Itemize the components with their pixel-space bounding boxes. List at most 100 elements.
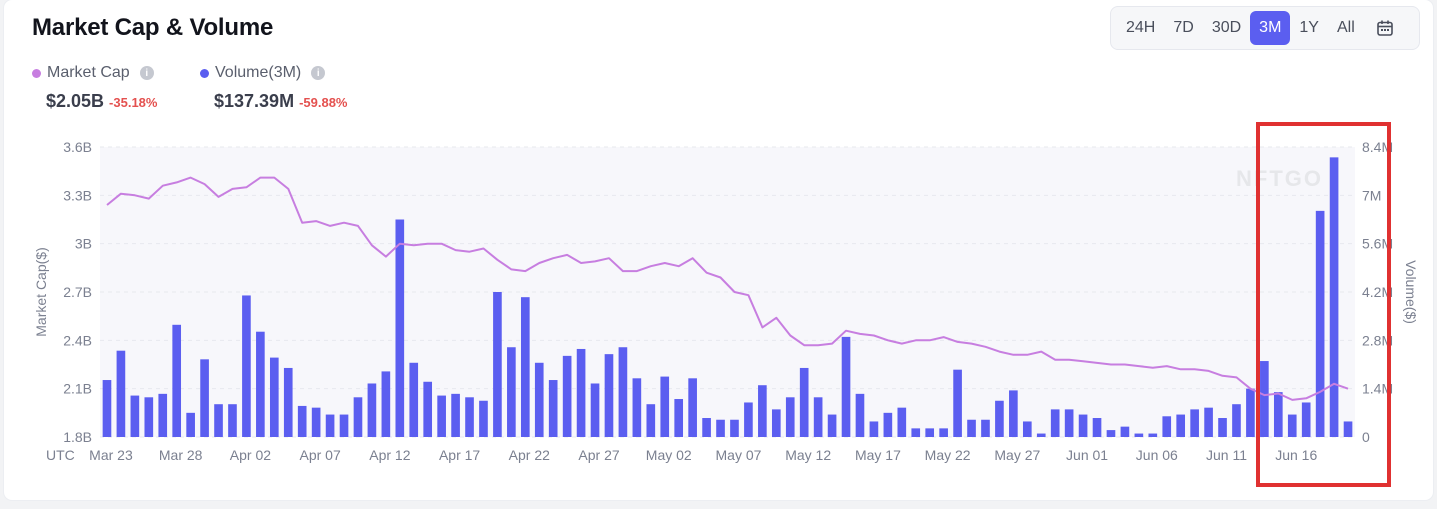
volume-bar	[423, 381, 433, 437]
volume-bar	[744, 402, 753, 437]
volume-bar	[200, 359, 209, 437]
volume-bar	[1315, 210, 1325, 437]
volume-bar	[618, 347, 628, 437]
y-right-tick-label: 2.8M	[1362, 332, 1393, 348]
volume-bar	[339, 414, 349, 437]
x-tick-label: Apr 07	[300, 447, 341, 463]
volume-bar	[1343, 421, 1353, 437]
volume-bar	[507, 347, 516, 437]
volume-dot-icon	[200, 68, 209, 78]
x-tick-label: Jun 16	[1275, 447, 1317, 463]
y-right-tick-label: 0	[1362, 429, 1370, 445]
range-button-24h[interactable]: 24H	[1126, 19, 1156, 36]
volume-bar	[409, 362, 419, 437]
volume-bar	[1273, 392, 1283, 437]
page-title: Market Cap & Volume	[32, 14, 274, 41]
x-tick-label: May 17	[855, 447, 901, 463]
x-tick-label: Jun 01	[1066, 447, 1108, 463]
x-tick-label: Apr 22	[509, 447, 550, 463]
volume-bar	[297, 405, 307, 437]
y-left-tick-label: 3B	[75, 236, 92, 252]
info-icon[interactable]: i	[311, 66, 326, 80]
volume-bar	[479, 400, 488, 437]
volume-bar	[1190, 409, 1199, 437]
volume-bar	[869, 421, 879, 437]
x-axis-prefix: UTC	[46, 447, 75, 463]
volume-bar	[130, 395, 140, 437]
x-tick-label: Mar 23	[89, 447, 133, 463]
volume-bar	[841, 336, 851, 437]
range-button-7d[interactable]: 7D	[1173, 19, 1194, 36]
volume-bar	[1120, 426, 1130, 437]
range-button-all[interactable]: All	[1336, 19, 1355, 36]
volume-bar	[1204, 407, 1213, 437]
volume-bar	[493, 292, 502, 437]
volume-bar	[256, 331, 265, 437]
volume-bar	[325, 414, 335, 437]
x-tick-label: May 22	[925, 447, 971, 463]
legend-volume[interactable]: Volume(3M) i	[200, 64, 326, 82]
volume-bar	[1036, 433, 1046, 437]
volume-bar	[827, 414, 837, 437]
volume-bar	[646, 404, 656, 437]
x-tick-label: Apr 12	[369, 447, 410, 463]
volume-bar	[1176, 414, 1186, 437]
range-button-30d[interactable]: 30D	[1211, 19, 1242, 36]
legend-market-cap[interactable]: Market Cap i	[32, 64, 154, 82]
volume-bar	[897, 407, 907, 437]
y-left-axis-title: Market Cap($)	[33, 247, 49, 336]
volume-bar	[981, 419, 990, 437]
y-right-tick-label: 5.6M	[1362, 236, 1393, 252]
volume-bar	[158, 393, 168, 437]
x-tick-label: Apr 02	[230, 447, 271, 463]
volume-value: $137.39M	[214, 91, 295, 111]
calendar-icon[interactable]	[1368, 11, 1402, 45]
volume-bar	[967, 419, 976, 437]
volume-bar	[702, 418, 711, 437]
volume-bar	[953, 369, 962, 437]
volume-bar	[562, 355, 572, 437]
volume-bar	[813, 397, 823, 437]
y-left-tick-label: 3.3B	[63, 187, 92, 203]
volume-bar	[437, 395, 446, 437]
volume-bar	[660, 376, 670, 437]
y-left-tick-label: 2.7B	[63, 284, 92, 300]
volume-bar	[1301, 402, 1311, 437]
x-tick-label: Mar 28	[159, 447, 203, 463]
market-cap-value: $2.05B	[46, 91, 105, 111]
volume-bar	[102, 380, 112, 437]
volume-bar	[172, 324, 182, 437]
volume-bar	[995, 400, 1004, 437]
volume-bar	[855, 393, 865, 437]
volume-bar	[785, 397, 795, 437]
y-right-axis-title: Volume($)	[1403, 260, 1419, 324]
volume-value-group: $137.39M -59.88%	[214, 91, 347, 112]
volume-bar	[465, 397, 474, 437]
volume-change: -59.88%	[299, 95, 348, 110]
volume-bar	[116, 350, 126, 437]
range-button-3m[interactable]: 3M	[1250, 11, 1291, 45]
volume-bar	[214, 404, 223, 437]
volume-bar	[758, 385, 767, 437]
y-left-tick-label: 2.1B	[63, 381, 92, 397]
volume-bar	[242, 295, 251, 437]
x-tick-label: Jun 06	[1136, 447, 1178, 463]
volume-bar	[269, 357, 279, 437]
x-tick-label: Apr 17	[439, 447, 480, 463]
volume-bar	[632, 378, 642, 437]
volume-bar	[1329, 157, 1339, 437]
volume-bar	[1246, 388, 1255, 437]
volume-bar	[451, 393, 460, 437]
market-cap-line	[106, 176, 1349, 401]
volume-bar	[590, 383, 600, 437]
volume-bar	[1260, 361, 1269, 437]
volume-bar	[1064, 409, 1074, 437]
volume-bar	[1092, 418, 1102, 437]
volume-bar	[674, 399, 684, 437]
volume-bar	[688, 378, 697, 437]
info-icon[interactable]: i	[139, 66, 154, 80]
range-button-1y[interactable]: 1Y	[1299, 19, 1319, 36]
volume-bar	[367, 383, 377, 437]
x-tick-label: May 12	[785, 447, 831, 463]
x-tick-label: Jun 11	[1206, 447, 1247, 463]
